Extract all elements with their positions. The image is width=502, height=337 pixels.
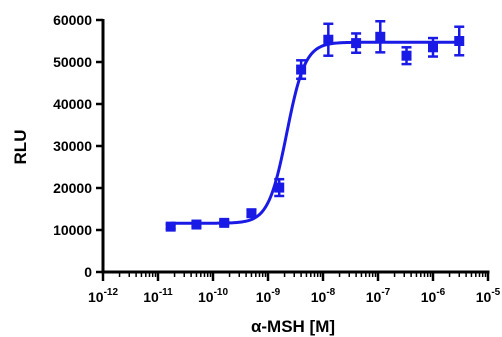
data-point	[401, 46, 412, 66]
data-point	[454, 25, 465, 57]
x-tick-label: 10-8	[311, 287, 336, 305]
x-tick-label: 10-5	[476, 287, 501, 305]
x-tick-label: 10-7	[366, 287, 391, 305]
x-tick-label: 10-10	[198, 287, 228, 305]
data-point	[246, 208, 257, 219]
point-marker	[296, 64, 307, 75]
fit-curve	[170, 40, 460, 225]
data-point	[323, 22, 334, 57]
ticks: 0 10000 20000 30000 40000 50000 60000 10-12 10-1…	[53, 12, 501, 305]
y-tick-label: 0	[84, 264, 92, 280]
y-tick-label: 30000	[53, 138, 92, 154]
point-marker	[428, 42, 438, 53]
y-tick-label: 40000	[53, 96, 92, 112]
y-tick-label: 50000	[53, 54, 92, 70]
data-point	[296, 59, 307, 81]
x-tick-label: 10-12	[88, 287, 118, 305]
x-tick-label: 10-6	[421, 287, 446, 305]
data-point	[351, 32, 362, 55]
y-tick-label: 20000	[53, 180, 92, 196]
point-marker	[165, 221, 176, 232]
point-marker	[454, 36, 465, 46]
data-point	[191, 219, 202, 230]
point-marker	[274, 182, 285, 193]
point-marker	[246, 208, 257, 219]
data-point	[375, 20, 386, 54]
data-point	[165, 221, 176, 232]
point-marker	[351, 38, 362, 49]
x-axis-title: α-MSH [M]	[251, 317, 335, 336]
data-point	[219, 217, 230, 228]
point-marker	[401, 50, 412, 61]
point-marker	[191, 219, 202, 230]
point-marker	[375, 31, 386, 42]
y-axis-title: RLU	[11, 130, 30, 165]
y-tick-label: 60000	[53, 12, 92, 28]
x-tick-label: 10-11	[143, 287, 173, 305]
point-marker	[219, 217, 230, 228]
y-tick-label: 10000	[53, 222, 92, 238]
x-tick-label: 10-9	[256, 287, 281, 305]
fit-layer	[170, 40, 460, 225]
data-point	[274, 177, 285, 198]
data-point	[428, 36, 438, 58]
data-points-layer	[165, 20, 465, 232]
point-marker	[323, 34, 334, 45]
